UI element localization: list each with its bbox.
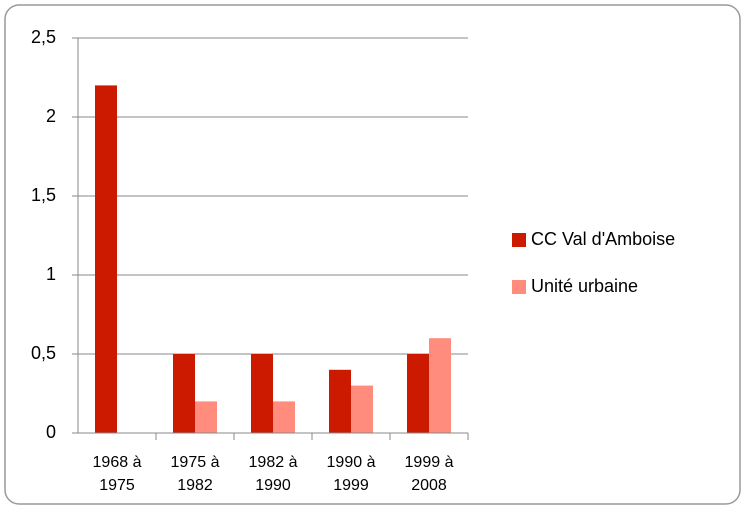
legend-swatch [512,233,526,247]
bar [273,401,295,433]
bar [407,354,429,433]
legend-label: CC Val d'Amboise [531,229,675,249]
x-tick-label: 1975 à 1982 [170,454,220,494]
legend-swatch [512,280,526,294]
bar [95,85,117,434]
bar [351,385,373,433]
x-tick-label: 1968 à 1975 [92,454,142,494]
x-tick-label: 1990 à 1999 [326,454,376,494]
x-tick-label: 1999 à 2008 [404,454,454,494]
y-tick-label: 0 [46,422,56,442]
y-tick-label: 1,5 [31,185,56,205]
bar [173,354,195,433]
y-tick-label: 2 [46,106,56,126]
bar [251,354,273,433]
x-tick-label: 1982 à 1990 [248,454,298,494]
bar [329,369,351,433]
y-tick-label: 1 [46,264,56,284]
y-tick-label: 2,5 [31,27,56,47]
y-tick-label: 0,5 [31,343,56,363]
bar [195,401,217,433]
bar [429,338,451,433]
legend-label: Unité urbaine [531,276,638,296]
